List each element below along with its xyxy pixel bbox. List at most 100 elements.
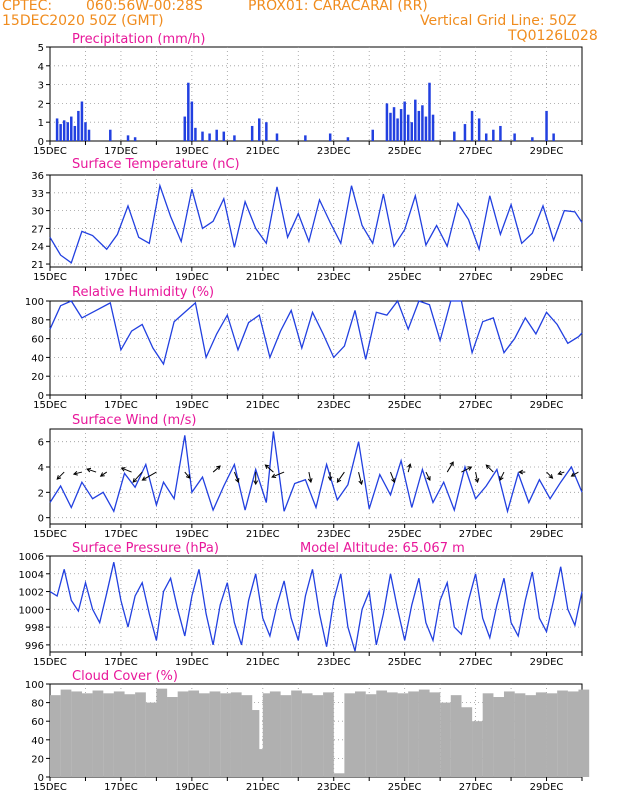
cloud-bar: [472, 721, 483, 777]
precip-bar: [431, 114, 435, 141]
wind-arrow-head: [426, 476, 431, 482]
cloud-bar: [255, 749, 267, 777]
wind-arrow-head: [358, 480, 364, 486]
cloud-bar: [156, 688, 168, 777]
x-tick-label: 17DEC: [104, 146, 138, 157]
cloud-bar: [241, 695, 253, 777]
x-tick-label: 19DEC: [175, 400, 209, 411]
cloud-bar: [81, 693, 93, 777]
precip-bar: [545, 110, 548, 141]
precip-bar: [187, 82, 190, 141]
wind-arrow: [132, 471, 143, 483]
precip-bar: [66, 122, 69, 141]
wind-arrow: [546, 471, 553, 479]
x-tick-label: 21DEC: [246, 272, 280, 283]
cloud-bar: [167, 697, 178, 777]
y-tick-label: 4: [38, 463, 44, 474]
x-tick-label: 21DEC: [246, 400, 280, 411]
cloud-bar: [525, 695, 536, 777]
x-tick-label: 29DEC: [530, 146, 564, 157]
x-tick-label: 29DEC: [530, 529, 564, 540]
y-tick-label: 1: [38, 118, 44, 129]
wind-arrow-head: [120, 467, 126, 472]
x-tick-label: 21DEC: [246, 529, 280, 540]
y-tick-label: 24: [31, 242, 44, 253]
precip-bar: [414, 99, 417, 141]
wind-arrow: [461, 466, 472, 473]
wind-arrow: [390, 471, 395, 483]
wind-arrow-head: [548, 474, 554, 479]
x-tick-label: 17DEC: [104, 529, 138, 540]
precip-bar: [428, 82, 431, 141]
precip-bar: [328, 133, 332, 141]
wind-arrow: [142, 471, 157, 481]
precip-bar: [77, 110, 80, 141]
precip-bar: [552, 133, 555, 141]
panel-title: Surface Pressure (hPa): [72, 541, 219, 556]
x-tick-label: 15DEC: [33, 400, 67, 411]
series-line: [49, 431, 583, 514]
y-tick-label: 0: [38, 391, 44, 402]
precip-bar: [421, 105, 424, 141]
cloud-bar: [103, 693, 114, 777]
x-tick-label: 17DEC: [104, 657, 138, 668]
x-tick-label: 15DEC: [33, 657, 67, 668]
precip-bar: [470, 110, 474, 141]
cloud-bar: [546, 693, 558, 777]
precip-bar: [59, 124, 62, 141]
cloud-bar: [418, 689, 430, 777]
cloud-bar: [482, 693, 494, 777]
cloud-bar: [145, 702, 157, 777]
wind-arrow-head: [264, 464, 270, 469]
x-tick-label: 23DEC: [317, 782, 351, 793]
cloud-bar: [323, 692, 334, 777]
y-tick-label: 998: [25, 623, 44, 634]
y-tick-label: 0: [38, 514, 44, 525]
precip-bar: [233, 135, 236, 141]
x-tick-label: 25DEC: [388, 782, 422, 793]
x-tick-label: 21DEC: [246, 146, 280, 157]
wind-arrow-head: [253, 480, 259, 486]
cloud-bar: [567, 691, 579, 777]
y-tick-label: 100: [25, 680, 44, 691]
wind-arrow: [485, 464, 494, 473]
panel-title: Cloud Cover (%): [72, 669, 178, 684]
x-tick-label: 29DEC: [530, 400, 564, 411]
wind-arrow-head: [557, 470, 563, 476]
cloud-bar: [535, 692, 547, 777]
y-tick-label: 1002: [19, 588, 44, 599]
y-tick-label: 80: [31, 699, 44, 710]
x-tick-label: 15DEC: [33, 272, 67, 283]
wind-arrow-head: [307, 478, 313, 484]
precip-bar: [399, 109, 403, 141]
cloud-bar: [355, 691, 366, 777]
cloud-bar: [280, 695, 292, 777]
x-tick-label: 17DEC: [104, 272, 138, 283]
cloud-bar: [514, 693, 526, 777]
wind-arrow: [233, 471, 239, 483]
precip-bar: [109, 129, 112, 141]
cloud-bar: [440, 702, 451, 777]
wind-arrow: [265, 464, 274, 473]
wind-arrow-head: [234, 478, 240, 484]
precip-bar: [371, 129, 374, 141]
panel-subtitle: Model Altitude: 65.067 m: [300, 541, 465, 556]
wind-arrow-head: [391, 478, 396, 484]
x-tick-label: 25DEC: [388, 529, 422, 540]
header-grid-note: Vertical Grid Line: 50Z: [420, 13, 577, 29]
precip-bar: [194, 127, 197, 141]
y-tick-label: 60: [31, 335, 44, 346]
cloud-bar: [386, 692, 398, 777]
cloud-bar: [365, 694, 377, 777]
precip-bar: [208, 133, 211, 141]
header-date: 15DEC2020 50Z (GMT): [2, 13, 164, 29]
wind-arrow-head: [216, 465, 221, 470]
x-tick-label: 23DEC: [317, 657, 351, 668]
cloud-bar: [60, 689, 72, 777]
precip-bar: [190, 101, 194, 141]
y-tick-label: 100: [25, 297, 44, 308]
x-tick-label: 23DEC: [317, 529, 351, 540]
wind-arrow: [407, 463, 411, 473]
x-tick-label: 21DEC: [246, 657, 280, 668]
